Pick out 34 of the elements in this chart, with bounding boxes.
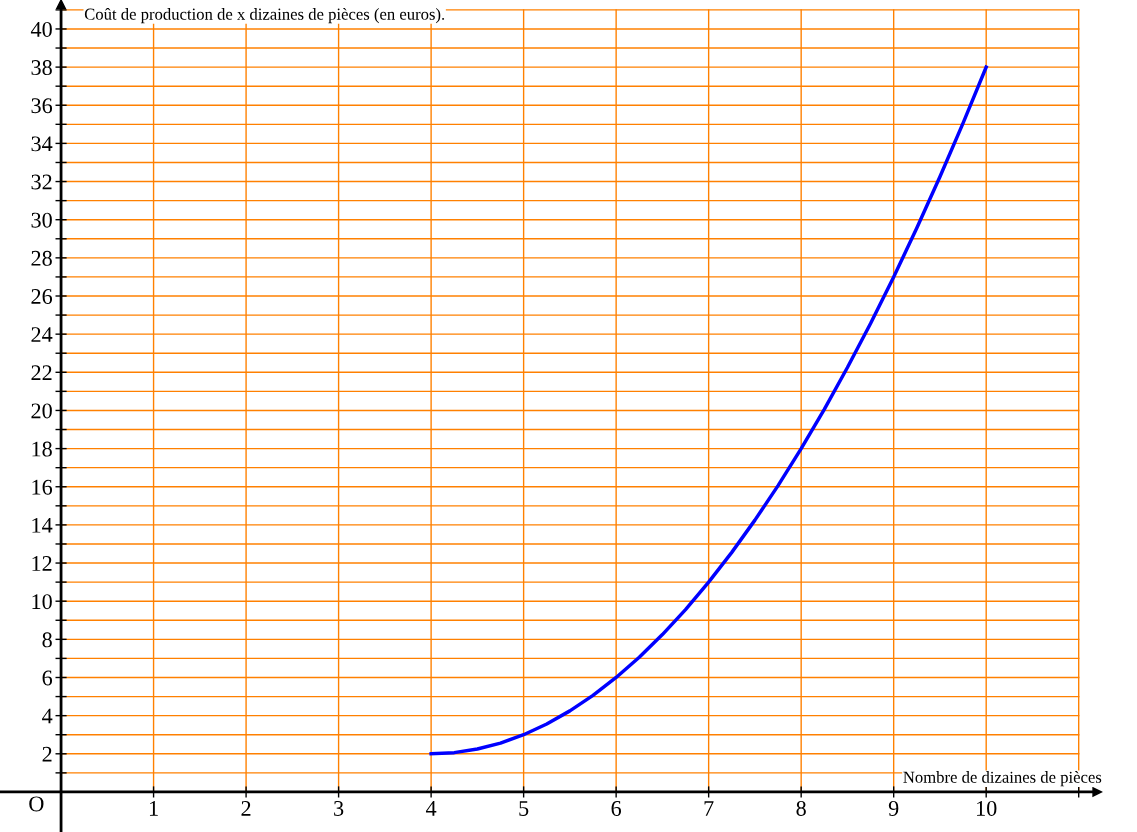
x-tick-label: 7	[704, 801, 714, 816]
x-tick-label: 8	[796, 800, 806, 816]
y-tick-label: 36	[31, 98, 53, 114]
y-tick-label: 28	[31, 250, 52, 266]
y-tick-label: 34	[31, 136, 53, 152]
y-tick-label: 24	[31, 327, 53, 342]
y-tick-label: 8	[42, 632, 52, 648]
y-tick-label: 2	[42, 746, 52, 762]
y-tick-label: 20	[31, 403, 52, 419]
y-tick-label: 6	[42, 670, 53, 686]
y-tick-label: 10	[32, 594, 52, 610]
y-tick-label: 32	[31, 174, 52, 190]
y-tick-label: 40	[30, 21, 52, 37]
x-tick-label: 6	[611, 800, 622, 816]
y-tick-label: 18	[32, 441, 52, 457]
y-tick-label: 4	[42, 708, 53, 724]
x-axis-title: Nombre de dizaines de pièces	[903, 771, 1102, 787]
y-tick-label: 14	[32, 517, 53, 533]
x-tick-label: 10	[977, 800, 997, 816]
y-tick-label: 16	[32, 479, 53, 495]
x-tick-label: 5	[519, 801, 529, 816]
y-tick-label: 22	[31, 365, 52, 381]
annotation: O	[29, 796, 44, 812]
x-tick-label: 4	[425, 801, 437, 816]
y-tick-label: 30	[31, 212, 52, 228]
x-tick-label: 3	[334, 800, 344, 816]
y-tick-label: 38	[31, 60, 52, 76]
y-tick-label: 12	[32, 556, 52, 571]
line-series	[429, 65, 988, 756]
chart-title: Coût de production de x dizaines de pièces (en euros).	[84, 8, 445, 24]
x-tick-label: 9	[888, 800, 899, 816]
x-tick-label: 2	[241, 800, 251, 816]
x-tick-label: 1	[149, 801, 158, 816]
y-tick-label: 26	[31, 289, 53, 304]
